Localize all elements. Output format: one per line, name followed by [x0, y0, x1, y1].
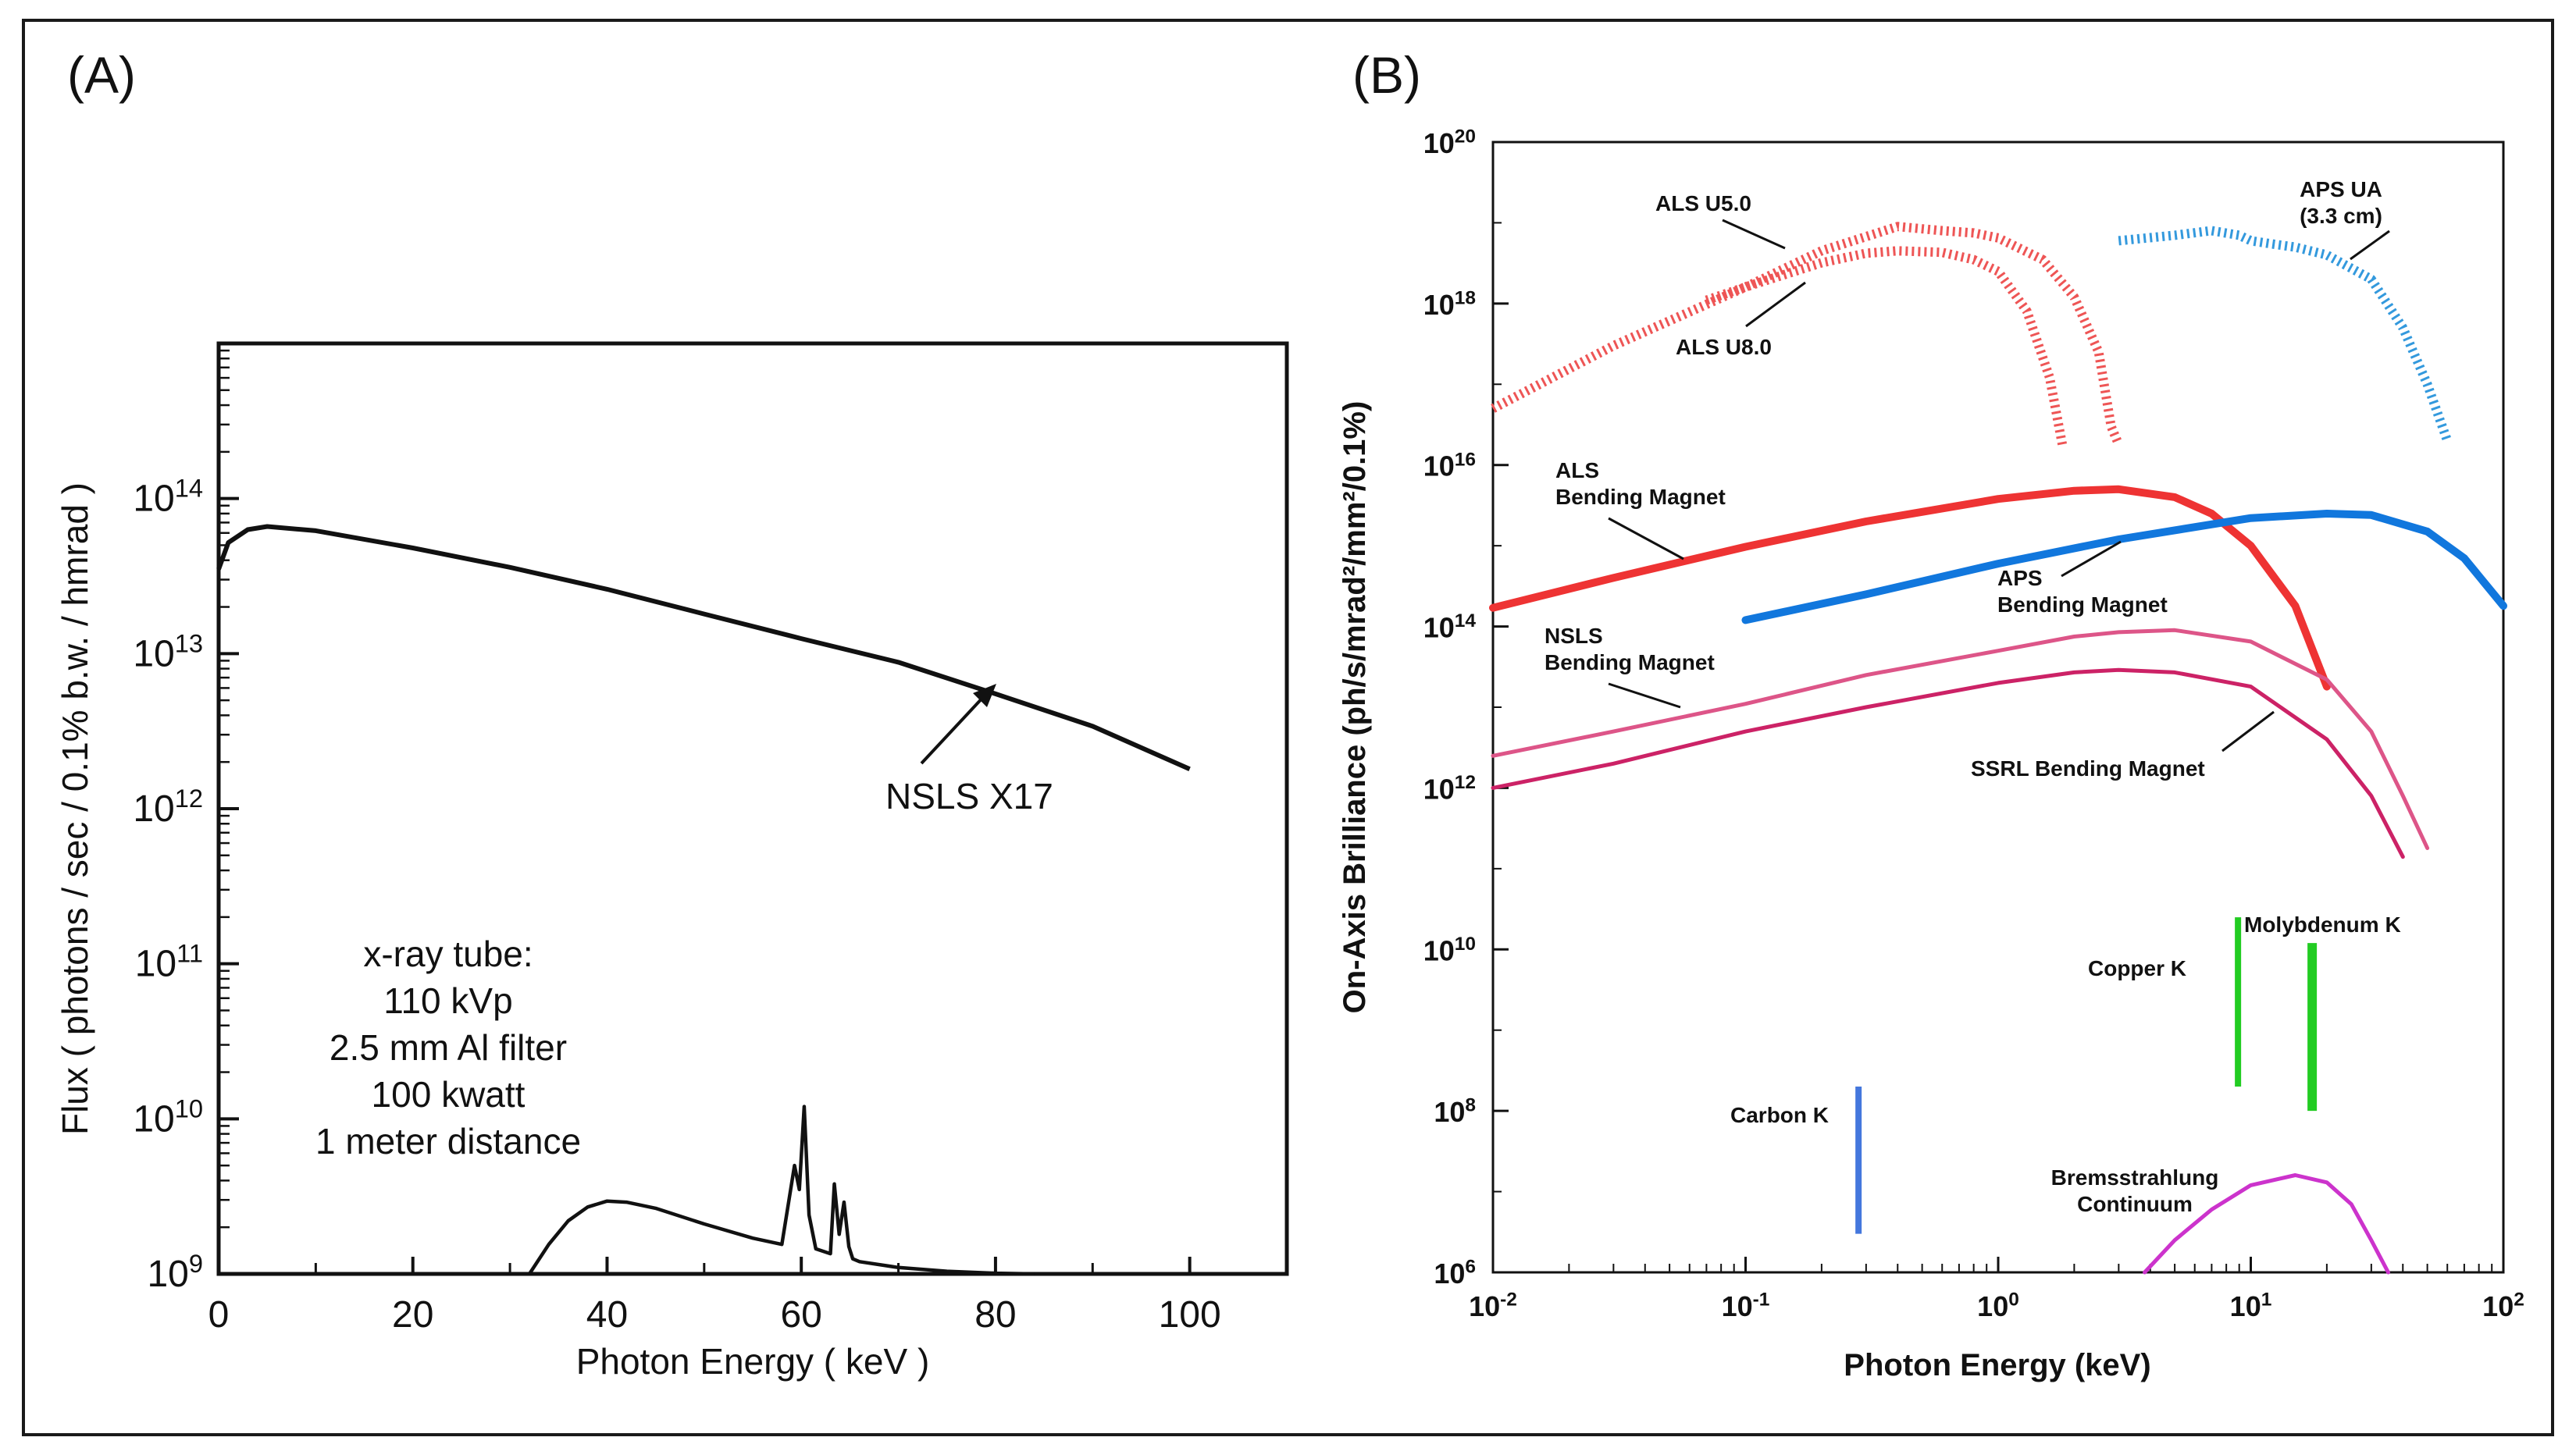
chart-b-arrow-nsls-bm: [1608, 682, 1681, 709]
chart-b-edges: [1855, 917, 2318, 1234]
chart-b-y-tick-label: 1010: [1423, 934, 1476, 966]
chart-a-y-tick-label: 1013: [133, 628, 203, 674]
chart-a-x-tick-label: 100: [1159, 1294, 1221, 1336]
chart-a: 0 20 40 60 80 100 109 1010 1011 1012 1013 1014 Pho…: [55, 341, 1289, 1382]
chart-a-arrow-head: [973, 684, 996, 707]
chart-b-x-tick-label: 10-2: [1469, 1290, 1517, 1322]
chart-a-x-axis-label: Photon Energy ( keV ): [576, 1341, 930, 1382]
chart-b-series-bremsstrahlung-continuum: [2143, 1173, 2390, 1275]
chart-b-y-tick-label: 1020: [1423, 126, 1476, 159]
chart-a-y-tick-label: 1011: [135, 939, 203, 985]
chart-b-series-aps-ua-3-3-cm: [2118, 226, 2452, 443]
chart-b-y-tick-label: 1018: [1423, 287, 1476, 320]
chart-a-y-ticks: 109 1010 1011 1012 1013 1014: [133, 349, 239, 1295]
chart-b-series-aps-bending-magnet: [1741, 510, 2507, 624]
chart-b-label-aps-bm-1: APS: [1997, 566, 2043, 590]
chart-a-y-tick-label: 1010: [133, 1094, 203, 1140]
chart-a-y-tick-label: 1012: [133, 784, 203, 830]
chart-a-x-ticks: 0 20 40 60 80 100: [208, 1257, 1221, 1336]
chart-a-lines: [216, 524, 1191, 1276]
chart-b-arrow-aps-ua: [2350, 229, 2390, 261]
chart-b-label-ssrl-bm: SSRL Bending Magnet: [1971, 756, 2205, 781]
chart-b-series-nsls-bending-magnet: [1491, 628, 2430, 850]
chart-b-x-tick-label: 102: [2482, 1290, 2524, 1322]
chart-b-y-ticks: 106 108 1010 1012 1014 1016 1018 1020: [1423, 126, 1509, 1290]
chart-a-arrow-line: [920, 693, 987, 765]
panel-b-label: (B): [1352, 46, 1421, 104]
chart-b-lines: [1489, 222, 2507, 1275]
chart-b-y-axis-label: On-Axis Brilliance (ph/s/mrad²/mm²/0.1%): [1338, 401, 1372, 1014]
figure-frame: [22, 19, 2554, 1436]
chart-b-y-tick-label: 108: [1434, 1095, 1476, 1128]
chart-a-tube-line-5: 1 meter distance: [315, 1121, 581, 1162]
chart-a-tube-line-3: 2.5 mm Al filter: [330, 1027, 567, 1068]
chart-b-label-brems-1: Bremsstrahlung: [2051, 1165, 2219, 1190]
chart-a-tube-line-4: 100 kwatt: [372, 1074, 526, 1115]
chart-b-arrow-aps-bm: [2061, 540, 2122, 578]
chart-b-label-als-u80: ALS U8.0: [1676, 335, 1772, 359]
chart-b-label-nsls-bm-1: NSLS: [1545, 624, 1603, 648]
chart-a-y-tick-label: 109: [147, 1249, 203, 1295]
chart-a-series-line-nsls-x17: [216, 524, 1191, 772]
chart-b-arrow-als-bm: [1608, 517, 1684, 560]
chart-b-arrow-als-u80: [1745, 281, 1806, 328]
chart-a-series-line-xray-tube: [528, 1105, 1035, 1276]
chart-b-label-aps-ua-2: (3.3 cm): [2300, 204, 2382, 228]
chart-b-y-tick-label: 1016: [1423, 449, 1476, 482]
chart-b-label-molybdenum: Molybdenum K: [2244, 912, 2401, 937]
chart-a-tube-line-1: x-ray tube:: [363, 934, 533, 974]
chart-b-label-brems-2: Continuum: [2077, 1192, 2193, 1216]
chart-a-y-tick-label: 1014: [133, 474, 203, 520]
chart-a-series-label-nsls-x17: NSLS X17: [885, 776, 1053, 816]
chart-b-series-als-u5-0: [1491, 222, 2123, 446]
chart-b-label-aps-ua-1: APS UA: [2300, 177, 2382, 201]
chart-b-series-als-u8-0: [1705, 246, 2068, 448]
chart-a-x-tick-label: 40: [586, 1294, 628, 1336]
chart-b-x-ticks: 10-2 10-1 100 101 102: [1469, 1257, 2524, 1322]
chart-b-label-aps-bm-2: Bending Magnet: [1997, 592, 2168, 617]
chart-a-x-tick-label: 80: [974, 1294, 1016, 1336]
chart-b-x-axis-label: Photon Energy (keV): [1844, 1348, 2150, 1382]
chart-b-label-carbon: Carbon K: [1730, 1103, 1829, 1127]
chart-a-y-axis-label: Flux ( photons / sec / 0.1% b.w. / hmrad…: [55, 482, 95, 1135]
chart-b-arrow-ssrl-bm: [2221, 710, 2275, 752]
chart-a-x-tick-label: 60: [780, 1294, 821, 1336]
chart-a-x-tick-label: 0: [208, 1294, 230, 1336]
panel-a-label: (A): [67, 46, 136, 104]
chart-b: 10-2 10-1 100 101 102 106 108 1010 1012 1014 1016…: [1338, 126, 2524, 1382]
chart-b-x-tick-label: 100: [1977, 1290, 2019, 1322]
chart-b-y-tick-label: 106: [1434, 1257, 1476, 1290]
chart-b-label-copper: Copper K: [2088, 956, 2186, 980]
chart-b-label-als-bm-1: ALS: [1555, 458, 1599, 482]
chart-b-y-tick-label: 1014: [1423, 610, 1477, 643]
chart-b-label-als-bm-2: Bending Magnet: [1555, 485, 1726, 509]
chart-b-x-tick-label: 101: [2230, 1290, 2272, 1322]
chart-b-x-tick-label: 10-1: [1722, 1290, 1770, 1322]
chart-b-series-als-bending-magnet: [1489, 485, 2331, 691]
chart-a-x-tick-label: 20: [392, 1294, 433, 1336]
chart-b-arrow-als-u50: [1722, 219, 1786, 250]
chart-b-y-tick-label: 1012: [1423, 772, 1476, 805]
chart-b-series-ssrl-bending-magnet: [1491, 667, 2405, 859]
chart-b-label-als-u50: ALS U5.0: [1655, 191, 1751, 215]
chart-b-label-nsls-bm-2: Bending Magnet: [1545, 650, 1715, 674]
chart-a-tube-line-2: 110 kVp: [383, 980, 512, 1021]
